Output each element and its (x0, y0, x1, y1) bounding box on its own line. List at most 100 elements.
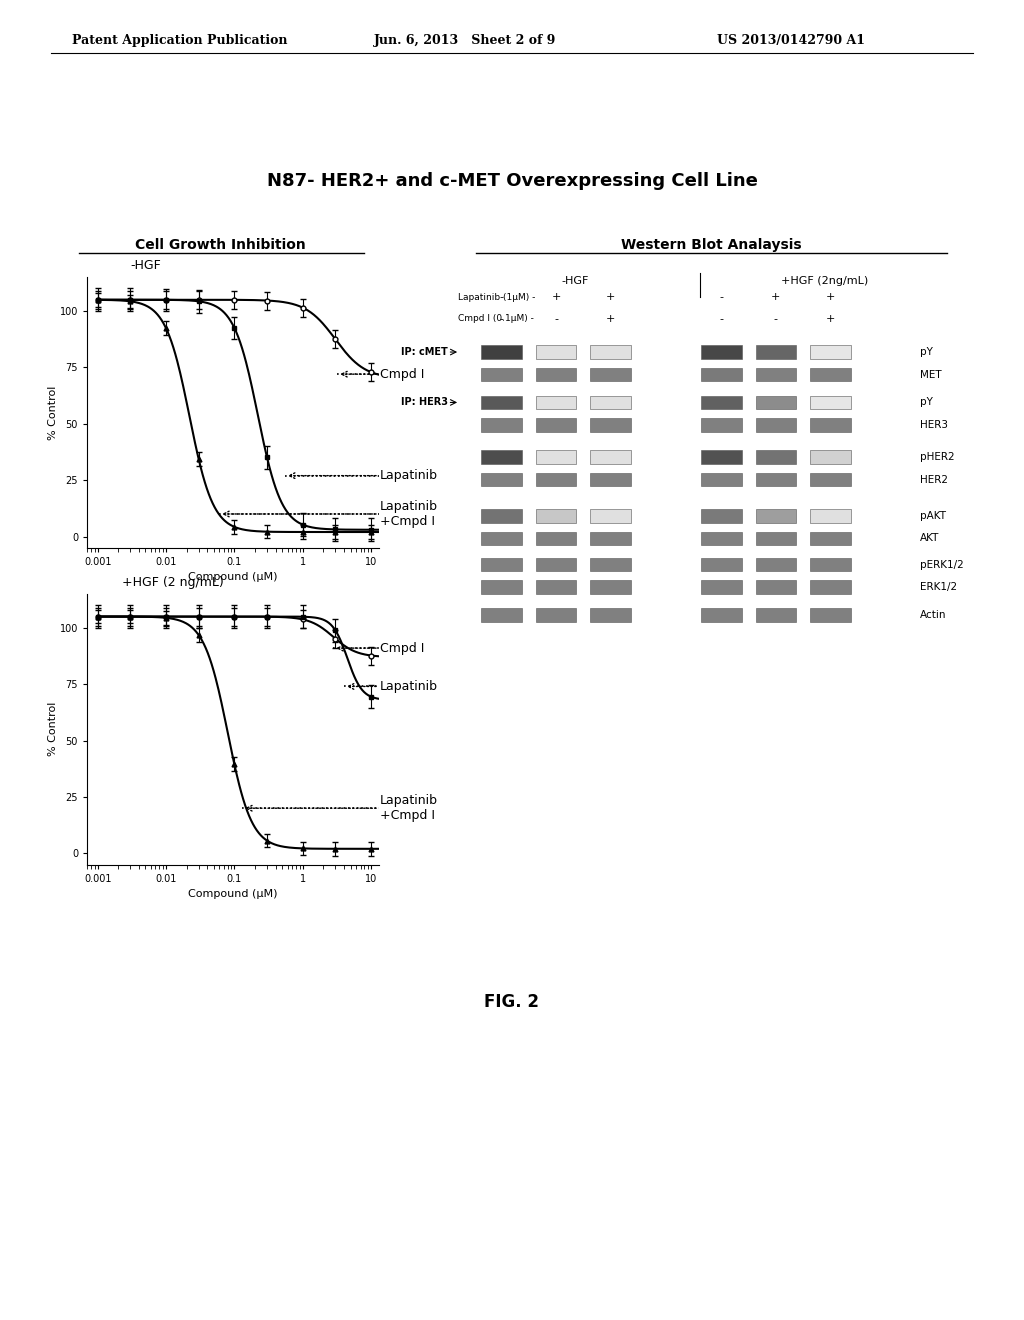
Bar (590, 473, 631, 486)
Text: Cmpd I: Cmpd I (380, 642, 424, 655)
X-axis label: Compound (μM): Compound (μM) (188, 890, 278, 899)
Bar (481, 396, 522, 409)
Text: Cell Growth Inhibition: Cell Growth Inhibition (135, 238, 305, 252)
Bar (536, 418, 577, 432)
X-axis label: Compound (μM): Compound (μM) (188, 573, 278, 582)
Bar (590, 396, 631, 409)
Text: -HGF: -HGF (131, 259, 162, 272)
Bar (810, 473, 851, 486)
Bar (756, 346, 797, 359)
Bar (536, 532, 577, 545)
Text: US 2013/0142790 A1: US 2013/0142790 A1 (717, 34, 865, 48)
Y-axis label: % Control: % Control (48, 702, 58, 756)
Bar (481, 558, 522, 572)
Bar (481, 368, 522, 381)
Bar (810, 558, 851, 572)
Bar (590, 581, 631, 594)
Text: HER3: HER3 (920, 420, 947, 430)
Bar (536, 396, 577, 409)
Text: pY: pY (920, 347, 933, 356)
Text: +: + (605, 293, 615, 302)
Bar (481, 450, 522, 463)
Bar (810, 450, 851, 463)
Text: FIG. 2: FIG. 2 (484, 993, 540, 1011)
Text: AKT: AKT (920, 533, 939, 544)
Text: Lapatinib: Lapatinib (380, 680, 437, 693)
Bar (756, 532, 797, 545)
Bar (756, 396, 797, 409)
Bar (590, 418, 631, 432)
Bar (810, 368, 851, 381)
Bar (590, 450, 631, 463)
Bar (590, 558, 631, 572)
Text: -: - (720, 293, 724, 302)
Bar (481, 609, 522, 622)
Bar (590, 368, 631, 381)
Text: +HGF (2ng/mL): +HGF (2ng/mL) (781, 276, 868, 286)
Bar (810, 396, 851, 409)
Bar (701, 450, 742, 463)
Bar (536, 473, 577, 486)
Bar (810, 346, 851, 359)
Bar (536, 558, 577, 572)
Text: pY: pY (920, 397, 933, 408)
Bar (756, 418, 797, 432)
Text: -: - (720, 314, 724, 323)
Bar (481, 510, 522, 523)
Bar (810, 581, 851, 594)
Bar (756, 609, 797, 622)
Bar (701, 510, 742, 523)
Bar (756, 510, 797, 523)
Text: pERK1/2: pERK1/2 (920, 560, 964, 569)
Bar (810, 532, 851, 545)
Bar (481, 581, 522, 594)
Text: Actin: Actin (920, 610, 946, 620)
Bar (810, 418, 851, 432)
Text: +: + (605, 314, 615, 323)
Bar (536, 450, 577, 463)
Text: IP: HER3: IP: HER3 (400, 397, 447, 408)
Bar (701, 368, 742, 381)
Text: Lapatinib (1μM) -: Lapatinib (1μM) - (459, 293, 536, 302)
Text: +: + (825, 293, 835, 302)
Text: ERK1/2: ERK1/2 (920, 582, 956, 593)
Bar (810, 609, 851, 622)
Text: Jun. 6, 2013   Sheet 2 of 9: Jun. 6, 2013 Sheet 2 of 9 (374, 34, 556, 48)
Bar (536, 609, 577, 622)
Bar (536, 368, 577, 381)
Bar (756, 450, 797, 463)
Bar (701, 473, 742, 486)
Bar (590, 532, 631, 545)
Text: +: + (551, 293, 561, 302)
Bar (701, 418, 742, 432)
Bar (481, 418, 522, 432)
Text: Western Blot Analaysis: Western Blot Analaysis (622, 238, 802, 252)
Text: Lapatinib
+Cmpd I: Lapatinib +Cmpd I (380, 795, 437, 822)
Text: IP: cMET: IP: cMET (400, 347, 447, 356)
Text: -: - (500, 314, 504, 323)
Text: +HGF (2 ng/mL): +HGF (2 ng/mL) (122, 576, 224, 589)
Bar (756, 368, 797, 381)
Text: N87- HER2+ and c-MET Overexpressing Cell Line: N87- HER2+ and c-MET Overexpressing Cell… (266, 172, 758, 190)
Text: HER2: HER2 (920, 475, 947, 484)
Bar (756, 473, 797, 486)
Text: MET: MET (920, 370, 941, 380)
Text: +: + (771, 293, 780, 302)
Bar (701, 558, 742, 572)
Text: Lapatinib: Lapatinib (380, 469, 437, 482)
Text: -: - (554, 314, 558, 323)
Text: pAKT: pAKT (920, 511, 946, 521)
Text: Cmpd I (0.1μM) -: Cmpd I (0.1μM) - (459, 314, 535, 323)
Bar (701, 396, 742, 409)
Bar (536, 510, 577, 523)
Bar (756, 581, 797, 594)
Bar (810, 510, 851, 523)
Bar (536, 581, 577, 594)
Text: -: - (500, 293, 504, 302)
Bar (481, 532, 522, 545)
Text: -: - (774, 314, 778, 323)
Text: -HGF: -HGF (561, 276, 589, 286)
Bar (756, 558, 797, 572)
Bar (481, 473, 522, 486)
Text: pHER2: pHER2 (920, 451, 954, 462)
